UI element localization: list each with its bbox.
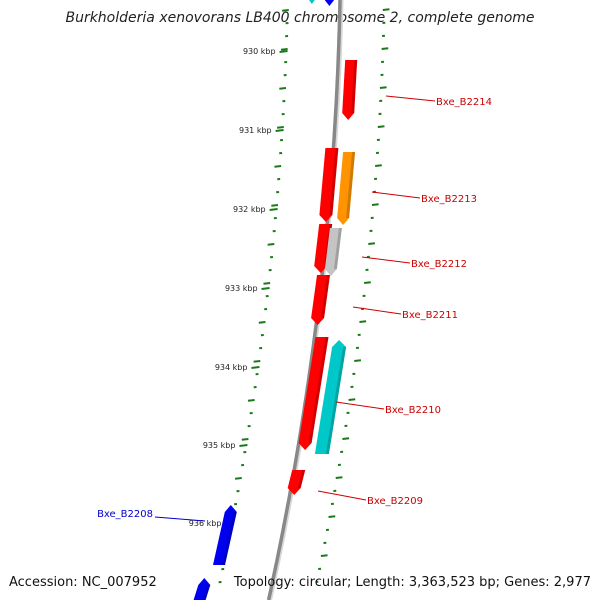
gene-label: Bxe_B2214 bbox=[436, 97, 492, 108]
outer-tick bbox=[375, 164, 382, 167]
inner-tick bbox=[241, 438, 249, 441]
gene-bxe-b2210-body bbox=[314, 340, 347, 454]
gene-label: Bxe_B2211 bbox=[402, 310, 458, 321]
position-label: 931 kbp bbox=[239, 126, 272, 135]
gene-bxe-b2213-body bbox=[337, 152, 356, 225]
position-label: 933 kbp bbox=[225, 284, 258, 293]
gene-bxe-b2214-shade bbox=[351, 60, 358, 113]
inner-tick bbox=[271, 204, 279, 207]
major-tick bbox=[251, 366, 260, 369]
gene-label: Bxe_B2208 bbox=[97, 509, 153, 520]
inner-tick bbox=[258, 321, 266, 324]
gene-bxe-b2210-red-body bbox=[298, 337, 329, 450]
gene-bxe-b2212-body bbox=[324, 228, 342, 276]
label-leader bbox=[371, 191, 421, 199]
outer-tick bbox=[328, 515, 336, 518]
gene-bxe-b2211-shade bbox=[321, 275, 330, 318]
label-leader bbox=[352, 306, 402, 315]
gene-top-cyan-body bbox=[307, 0, 317, 4]
gene-bxe-b2213-red bbox=[319, 148, 339, 222]
inner-tick bbox=[277, 126, 284, 129]
inner-tick bbox=[234, 477, 242, 480]
outer-tick bbox=[379, 86, 387, 89]
inner-tick bbox=[279, 87, 287, 90]
major-tick bbox=[269, 208, 278, 211]
outer-tick bbox=[342, 437, 350, 440]
gene-label: Bxe_B2212 bbox=[411, 259, 467, 270]
major-tick bbox=[279, 50, 288, 53]
backbone-line bbox=[266, 0, 342, 600]
gene-bxe-b2214-body bbox=[342, 60, 358, 120]
gene-bxe-b2214 bbox=[342, 60, 358, 120]
position-label: 934 kbp bbox=[215, 363, 248, 372]
gene-bxe-b2213 bbox=[337, 152, 356, 225]
inner-tick bbox=[280, 48, 288, 51]
gene-bxe-b2208-shade bbox=[222, 512, 237, 565]
label-leader bbox=[317, 490, 367, 501]
outer-tick bbox=[371, 203, 379, 206]
backbone-shadow bbox=[269, 0, 344, 600]
major-tick bbox=[275, 129, 284, 132]
outer-tick bbox=[354, 359, 362, 362]
gene-bxe-b2213-red-body bbox=[319, 148, 339, 222]
position-label: 935 kbp bbox=[203, 441, 236, 450]
outer-tick bbox=[335, 476, 343, 479]
label-leader bbox=[154, 516, 206, 522]
map-title: Burkholderia xenovorans LB400 chromosome… bbox=[65, 10, 535, 26]
major-tick bbox=[239, 444, 248, 447]
accession-label: Accession: NC_007952 bbox=[9, 575, 157, 590]
inner-tick bbox=[247, 399, 255, 402]
gene-bottom-blue-body bbox=[193, 578, 211, 600]
gene-bxe-b2210 bbox=[314, 340, 347, 454]
position-label: 930 kbp bbox=[243, 47, 276, 56]
gene-bxe-b2210-red-shade bbox=[308, 337, 329, 443]
outer-tick bbox=[320, 554, 328, 557]
gene-top-cyan bbox=[307, 0, 317, 4]
gene-bottom-blue-shade bbox=[202, 585, 211, 600]
gene-top-blue-body bbox=[324, 0, 335, 6]
inner-tick bbox=[253, 360, 261, 363]
gene-label: Bxe_B2210 bbox=[385, 405, 441, 416]
inner-tick bbox=[263, 282, 271, 285]
gene-bxe-b2208 bbox=[213, 505, 237, 565]
gene-bxe-b2211 bbox=[311, 275, 330, 325]
gene-bxe-b2210-red bbox=[298, 337, 329, 450]
outer-tick bbox=[368, 242, 376, 245]
position-label: 932 kbp bbox=[233, 205, 266, 214]
gene-bxe-b2209-body bbox=[287, 470, 306, 495]
outer-tick bbox=[381, 47, 389, 50]
label-leader bbox=[385, 95, 436, 102]
major-tick bbox=[261, 287, 270, 290]
outer-tick bbox=[359, 320, 367, 323]
label-leader bbox=[335, 401, 385, 410]
inner-tick bbox=[267, 243, 275, 246]
gene-bxe-b2212-shade bbox=[333, 228, 342, 269]
gene-bxe-b2213-red-shade bbox=[329, 148, 339, 215]
outer-tick bbox=[364, 281, 371, 284]
inner-tick bbox=[282, 9, 289, 12]
outer-tick bbox=[382, 8, 390, 11]
gene-bxe-b2209-shade bbox=[297, 470, 306, 488]
gene-bxe-b2212 bbox=[324, 228, 342, 276]
outer-tick bbox=[348, 398, 356, 401]
position-label: 936 kbp bbox=[189, 519, 222, 528]
gene-top-blue bbox=[324, 0, 335, 6]
gene-bxe-b2213-shade bbox=[346, 152, 356, 218]
gene-bxe-b2210-shade bbox=[325, 347, 347, 454]
inner-tick bbox=[274, 165, 282, 168]
gene-bottom-blue bbox=[193, 578, 211, 600]
outer-tick bbox=[377, 125, 385, 128]
genome-summary: Topology: circular; Length: 3,363,523 bp… bbox=[233, 575, 591, 590]
gene-bxe-b2211-body bbox=[311, 275, 330, 325]
gene-bxe-b2209 bbox=[287, 470, 306, 495]
gene-label: Bxe_B2213 bbox=[421, 194, 477, 205]
gene-bxe-b2208-body bbox=[213, 505, 237, 565]
label-leader bbox=[361, 256, 411, 264]
gene-label: Bxe_B2209 bbox=[367, 496, 423, 507]
